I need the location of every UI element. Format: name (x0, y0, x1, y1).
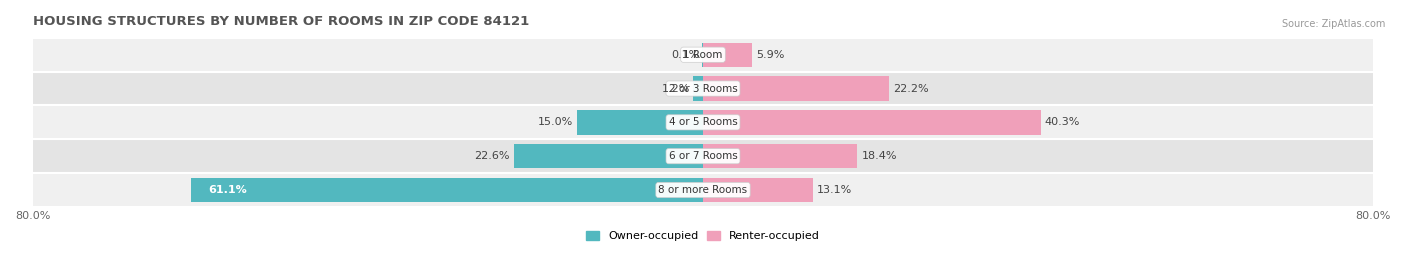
Text: 1 Room: 1 Room (683, 50, 723, 60)
Text: 22.2%: 22.2% (893, 84, 929, 94)
Bar (693, 76, 703, 101)
Text: 61.1%: 61.1% (208, 185, 246, 195)
Bar (32, 139, 1374, 173)
Text: 1.2%: 1.2% (662, 84, 690, 94)
Bar (578, 110, 703, 134)
Text: 4 or 5 Rooms: 4 or 5 Rooms (669, 117, 737, 127)
Text: 6 or 7 Rooms: 6 or 7 Rooms (669, 151, 737, 161)
Bar (32, 72, 1374, 105)
Bar (703, 110, 1040, 134)
Text: 2 or 3 Rooms: 2 or 3 Rooms (669, 84, 737, 94)
Bar (703, 43, 752, 67)
Text: Source: ZipAtlas.com: Source: ZipAtlas.com (1281, 19, 1385, 29)
Text: HOUSING STRUCTURES BY NUMBER OF ROOMS IN ZIP CODE 84121: HOUSING STRUCTURES BY NUMBER OF ROOMS IN… (32, 15, 529, 28)
Legend: Owner-occupied, Renter-occupied: Owner-occupied, Renter-occupied (586, 231, 820, 241)
Text: 15.0%: 15.0% (538, 117, 574, 127)
Bar (703, 144, 858, 168)
Text: 18.4%: 18.4% (862, 151, 897, 161)
Text: 8 or more Rooms: 8 or more Rooms (658, 185, 748, 195)
Text: 40.3%: 40.3% (1045, 117, 1080, 127)
Bar (703, 178, 813, 202)
Bar (191, 178, 703, 202)
Bar (513, 144, 703, 168)
Bar (703, 76, 889, 101)
Text: 13.1%: 13.1% (817, 185, 852, 195)
Bar (32, 173, 1374, 207)
Bar (32, 38, 1374, 72)
Text: 0.1%: 0.1% (672, 50, 700, 60)
Text: 22.6%: 22.6% (474, 151, 509, 161)
Bar (32, 105, 1374, 139)
Text: 5.9%: 5.9% (756, 50, 785, 60)
